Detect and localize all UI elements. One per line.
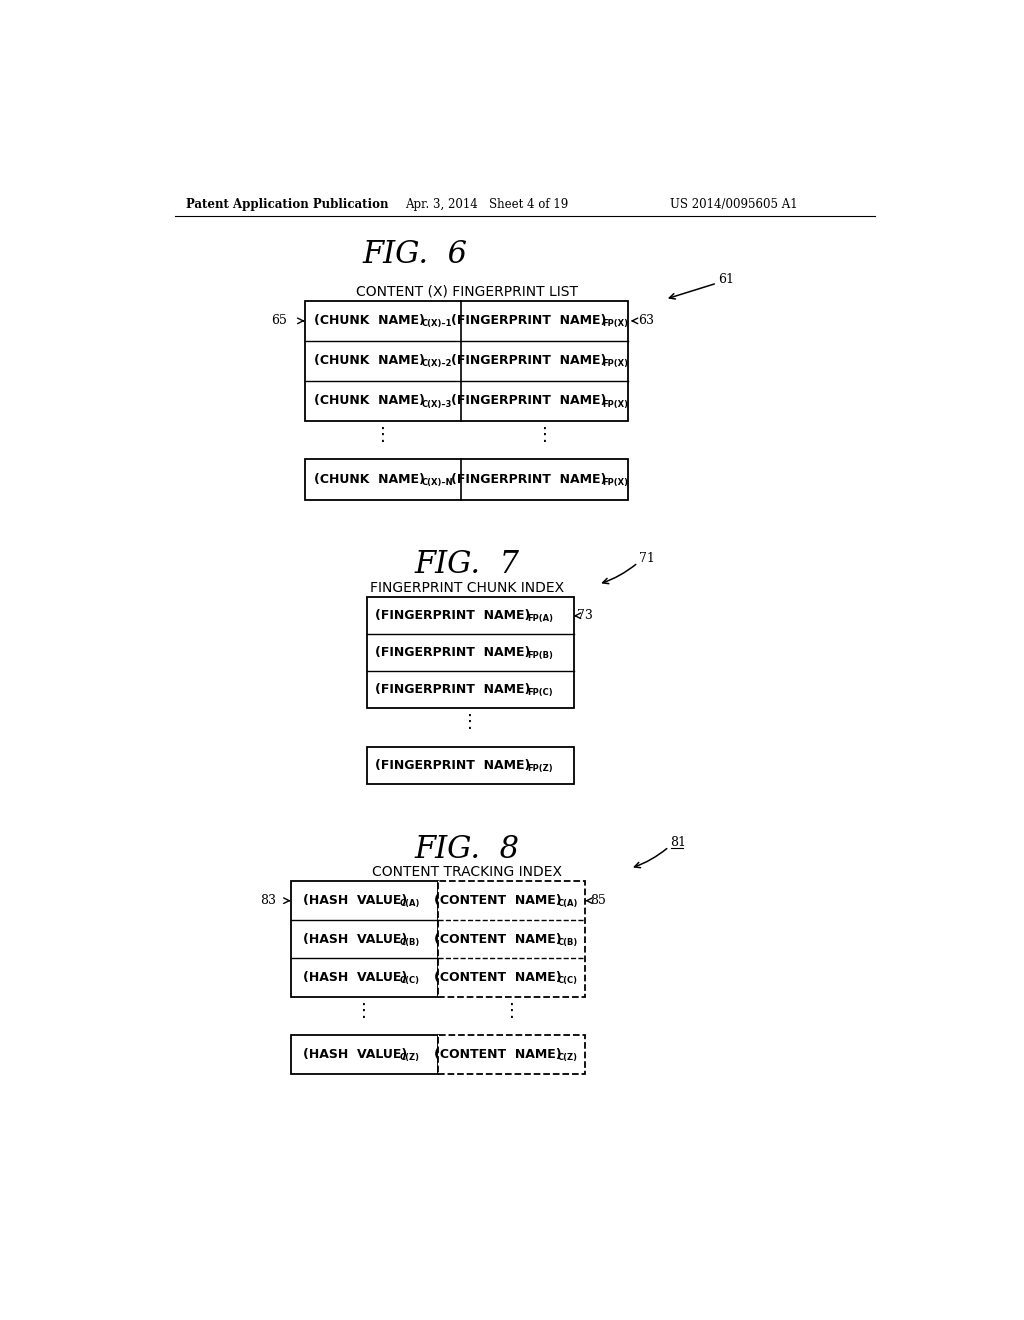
Text: (CHUNK  NAME): (CHUNK NAME) (313, 314, 425, 327)
Text: FP(X): FP(X) (602, 478, 628, 487)
Text: FP(Z): FP(Z) (527, 764, 553, 772)
Text: (CHUNK  NAME): (CHUNK NAME) (313, 473, 425, 486)
Text: C(X)–N: C(X)–N (422, 478, 454, 487)
Text: C(Z): C(Z) (558, 1053, 579, 1063)
Text: (CONTENT  NAME): (CONTENT NAME) (434, 894, 561, 907)
Text: (HASH  VALUE): (HASH VALUE) (303, 1048, 408, 1061)
Text: FP(A): FP(A) (527, 614, 554, 623)
Text: FIG.  8: FIG. 8 (414, 834, 519, 865)
Text: FP(C): FP(C) (527, 688, 553, 697)
Bar (305, 459, 628, 499)
Text: (CHUNK  NAME): (CHUNK NAME) (313, 395, 425, 408)
Text: C(A): C(A) (400, 899, 421, 908)
Text: C(B): C(B) (558, 937, 579, 946)
Bar (438, 1035, 586, 1074)
Text: (FINGERPRINT  NAME): (FINGERPRINT NAME) (376, 610, 530, 622)
Text: Patent Application Publication: Patent Application Publication (186, 198, 389, 211)
Text: C(Z): C(Z) (400, 1053, 420, 1063)
Text: FP(X): FP(X) (602, 359, 628, 368)
Text: (CONTENT  NAME): (CONTENT NAME) (434, 972, 561, 985)
Text: FP(B): FP(B) (527, 651, 553, 660)
Text: C(X)–2: C(X)–2 (422, 359, 453, 368)
Text: FP(X): FP(X) (602, 400, 628, 408)
Bar (291, 882, 438, 997)
Text: US 2014/0095605 A1: US 2014/0095605 A1 (671, 198, 798, 211)
Text: CONTENT (X) FINGERPRINT LIST: CONTENT (X) FINGERPRINT LIST (355, 285, 578, 298)
Text: FINGERPRINT CHUNK INDEX: FINGERPRINT CHUNK INDEX (370, 581, 564, 595)
Text: 63: 63 (638, 314, 654, 327)
Text: 81: 81 (671, 837, 686, 850)
Text: 71: 71 (640, 552, 655, 565)
Text: ⋮: ⋮ (374, 426, 392, 444)
Text: 83: 83 (260, 894, 275, 907)
Text: 61: 61 (719, 273, 734, 286)
Text: FP(X): FP(X) (602, 319, 628, 329)
Text: ⋮: ⋮ (355, 1002, 374, 1020)
Text: Apr. 3, 2014   Sheet 4 of 19: Apr. 3, 2014 Sheet 4 of 19 (406, 198, 568, 211)
Bar (438, 882, 586, 997)
Bar (291, 1035, 438, 1074)
Text: FIG.  7: FIG. 7 (414, 549, 519, 581)
Bar (367, 597, 573, 708)
Text: (CONTENT  NAME): (CONTENT NAME) (434, 933, 561, 945)
Text: 65: 65 (271, 314, 288, 327)
Text: C(X)–1: C(X)–1 (422, 319, 453, 329)
Text: (HASH  VALUE): (HASH VALUE) (303, 894, 408, 907)
Text: (HASH  VALUE): (HASH VALUE) (303, 972, 408, 985)
Text: 73: 73 (578, 610, 593, 622)
Text: (CONTENT  NAME): (CONTENT NAME) (434, 1048, 561, 1061)
Text: FIG.  6: FIG. 6 (362, 239, 467, 271)
Text: 85: 85 (590, 894, 606, 907)
Text: (FINGERPRINT  NAME): (FINGERPRINT NAME) (452, 473, 607, 486)
Text: C(C): C(C) (558, 977, 579, 985)
Text: (FINGERPRINT  NAME): (FINGERPRINT NAME) (452, 314, 607, 327)
Text: ⋮: ⋮ (536, 426, 554, 444)
Text: (FINGERPRINT  NAME): (FINGERPRINT NAME) (452, 354, 607, 367)
Text: C(C): C(C) (400, 977, 420, 985)
Text: C(B): C(B) (400, 937, 420, 946)
Bar (367, 747, 573, 784)
Text: (FINGERPRINT  NAME): (FINGERPRINT NAME) (376, 759, 530, 772)
Text: (FINGERPRINT  NAME): (FINGERPRINT NAME) (376, 684, 530, 696)
Text: C(X)–3: C(X)–3 (422, 400, 453, 408)
Bar (305, 301, 628, 421)
Text: ⋮: ⋮ (503, 1002, 520, 1020)
Text: ⋮: ⋮ (461, 713, 479, 731)
Text: CONTENT TRACKING INDEX: CONTENT TRACKING INDEX (372, 865, 562, 879)
Text: (FINGERPRINT  NAME): (FINGERPRINT NAME) (452, 395, 607, 408)
Text: (HASH  VALUE): (HASH VALUE) (303, 933, 408, 945)
Text: (CHUNK  NAME): (CHUNK NAME) (313, 354, 425, 367)
Text: (FINGERPRINT  NAME): (FINGERPRINT NAME) (376, 647, 530, 659)
Text: C(A): C(A) (558, 899, 579, 908)
